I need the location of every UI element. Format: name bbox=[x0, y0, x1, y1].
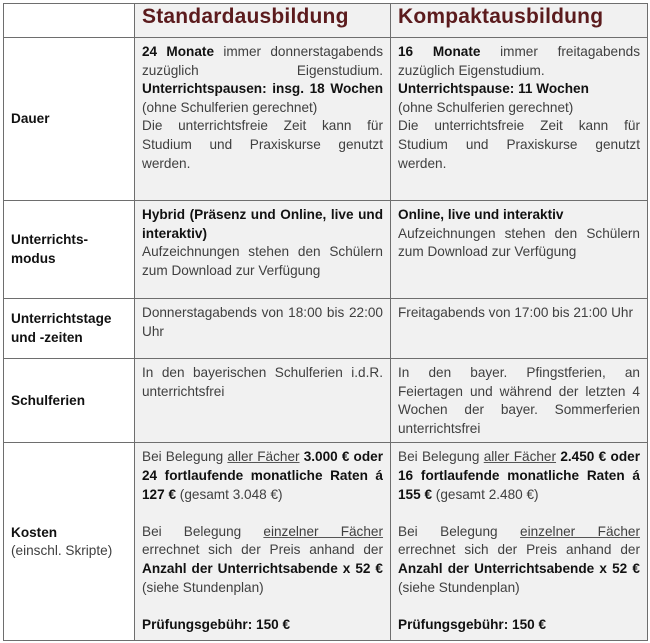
row-label-cell: Unterrichtstage und -zeiten bbox=[3, 298, 135, 359]
bold-text: 24 Monate bbox=[142, 44, 215, 59]
underlined-text: einzelner Fächer bbox=[263, 523, 384, 539]
cell-paragraph: Prüfungsgebühr: 150 € bbox=[398, 616, 640, 635]
underlined-text: aller Fächer bbox=[483, 449, 557, 465]
table-row-schulferien: Schulferien In den bayerischen Schulferie… bbox=[3, 357, 648, 444]
row-label: Schulferien bbox=[11, 392, 86, 408]
header-empty-cell bbox=[3, 3, 135, 38]
cell-paragraph: Bei Belegung aller Fächer 2.450 € oder 1… bbox=[398, 448, 640, 504]
cell-paragraph: Bei Belegung einzelner Fächer errechnet … bbox=[398, 523, 640, 597]
bold-text: Online, live und interaktiv bbox=[398, 207, 564, 222]
underlined-text: aller Fächer bbox=[227, 449, 300, 465]
cell-paragraph: Aufzeichnungen stehen den Schülern zum D… bbox=[142, 243, 383, 280]
standard-cell: Donnerstagabends von 18:00 bis 22:00 Uhr bbox=[134, 298, 391, 359]
cell-paragraph: Aufzeichnungen stehen den Schülern zum D… bbox=[398, 225, 640, 262]
row-label: Kosten bbox=[11, 524, 58, 540]
bold-text: Unterrichtspausen: insg. 18 Wo­chen bbox=[142, 81, 383, 97]
row-label-cell: Dauer bbox=[3, 37, 135, 201]
text: Die unterrichtsfreie Zeit kann für Studi… bbox=[142, 118, 383, 171]
comparison-table: Standardausbildung Kompaktausbildung Dau… bbox=[3, 3, 648, 642]
cell-paragraph: Bei Belegung einzelner Fächer errechnet … bbox=[142, 523, 383, 597]
kompakt-cell: In den bayer. Pfingstferien, an Feiertag… bbox=[390, 357, 648, 444]
text: errechnet sich der Preis anhand der bbox=[398, 542, 640, 558]
cell-paragraph: 24 Monate immer donnerstag­abends zuzügl… bbox=[142, 43, 383, 117]
text: errechnet sich der Preis anhand der bbox=[142, 542, 383, 558]
standard-cell: In den bayerischen Schulferien i.d.R. un… bbox=[134, 357, 391, 444]
row-label: Unterrichtstage und -zeiten bbox=[11, 311, 112, 345]
cell-paragraph: 16 Monate immer freitagabends zuzüglich … bbox=[398, 43, 640, 80]
cell-paragraph: Hybrid (Präsenz und Online, live und int… bbox=[142, 206, 383, 243]
standard-cell: 24 Monate immer donnerstag­abends zuzügl… bbox=[134, 37, 391, 201]
text: Bei Belegung bbox=[142, 523, 264, 539]
text: In den bayerischen Schulferien i.d.R. un… bbox=[142, 365, 383, 399]
bold-text: Prüfungsgebühr: 150 € bbox=[142, 616, 291, 632]
kompakt-cell: Online, live und interaktiv Aufzeichnunge… bbox=[390, 200, 648, 299]
bold-text: 16 Monate bbox=[398, 44, 481, 59]
text: Aufzeichnungen stehen den Schülern zum D… bbox=[142, 244, 383, 278]
standard-cell: Bei Belegung aller Fächer 3.000 € oder 2… bbox=[134, 442, 391, 642]
text: (siehe Stundenplan) bbox=[142, 579, 264, 595]
table-row-unterrichtsmodus: Unterrichts­modus Hybrid (Präsenz und Onl… bbox=[3, 200, 648, 299]
text: (gesamt 2.480 €) bbox=[432, 486, 539, 502]
bold-text: Anzahl der Unterrichtsabende x 52 € bbox=[142, 560, 383, 576]
header-row: Standardausbildung Kompaktausbildung bbox=[3, 3, 648, 38]
text: immer donnerstag­abends zuzüglich Eigens… bbox=[142, 44, 383, 78]
bold-text: Hybrid (Präsenz und Online, live und int… bbox=[142, 207, 383, 241]
cell-paragraph: In den bayer. Pfingstferien, an Feiertag… bbox=[398, 364, 640, 438]
text: Bei Belegung bbox=[398, 523, 521, 539]
text: Freitagabends von 17:00 bis 21:00 Uhr bbox=[398, 305, 634, 320]
row-label-cell: Kosten (einschl. Skripte) bbox=[3, 442, 135, 642]
kompakt-cell: Freitagabends von 17:00 bis 21:00 Uhr bbox=[390, 298, 648, 359]
cell-paragraph: Freitagabends von 17:00 bis 21:00 Uhr bbox=[398, 304, 640, 323]
cell-paragraph: Die unterrichtsfreie Zeit kann für Studi… bbox=[142, 117, 383, 173]
bold-text: Prüfungsgebühr: 150 € bbox=[398, 616, 547, 632]
cell-paragraph: (ohne Schulferien gerechnet) bbox=[398, 99, 640, 118]
text: Bei Belegung bbox=[142, 449, 228, 465]
text: (ohne Schulferien gerech­net) bbox=[142, 99, 318, 115]
row-label: Dauer bbox=[11, 111, 50, 127]
text: immer freitagabends zuzüglich Eigenstudi… bbox=[398, 44, 640, 78]
cell-paragraph: Die unterrichtsfreie Zeit kann für Studi… bbox=[398, 117, 640, 173]
table-row-dauer: Dauer 24 Monate immer donnerstag­abends z… bbox=[3, 37, 648, 201]
cell-paragraph: Bei Belegung aller Fächer 3.000 € oder 2… bbox=[142, 448, 383, 504]
bold-text: Unterrichtspause: 11 Wochen bbox=[398, 81, 589, 97]
text: Donnerstagabends von 18:00 bis 22:00 Uhr bbox=[142, 305, 383, 339]
text: (ohne Schulferien gerechnet) bbox=[398, 99, 574, 115]
cell-paragraph: Prüfungsgebühr: 150 € bbox=[142, 616, 383, 635]
header-standardausbildung: Standardausbildung bbox=[134, 3, 391, 38]
row-label-sub: (einschl. Skripte) bbox=[11, 543, 113, 559]
bold-text: Anzahl der Unterrichtsabende x 52 € bbox=[398, 560, 640, 576]
cell-paragraph: Online, live und interaktiv bbox=[398, 206, 640, 225]
cell-paragraph: Donnerstagabends von 18:00 bis 22:00 Uhr bbox=[142, 304, 383, 341]
text: Die unterrichtsfreie Zeit kann für Studi… bbox=[398, 118, 640, 171]
text: (gesamt 3.048 €) bbox=[176, 486, 283, 502]
table-row-kosten: Kosten (einschl. Skripte) Bei Belegung all… bbox=[3, 442, 648, 642]
standard-cell: Hybrid (Präsenz und Online, live und int… bbox=[134, 200, 391, 299]
bold-text: 3.000 € oder 24 fortlaufende monatliche … bbox=[142, 449, 384, 502]
header-kompaktausbildung: Kompaktausbildung bbox=[390, 3, 648, 38]
cell-paragraph: In den bayerischen Schulferien i.d.R. un… bbox=[142, 364, 383, 401]
cell-paragraph: Unterrichtspause: 11 Wochen bbox=[398, 80, 640, 99]
table-row-unterrichtstage-und-zeiten: Unterrichtstage und -zeiten Donnerstagabe… bbox=[3, 298, 648, 359]
row-label-cell: Schulferien bbox=[3, 357, 135, 444]
text: Aufzeichnungen stehen den Schülern zum D… bbox=[398, 225, 640, 260]
text: (siehe Stundenplan) bbox=[398, 579, 520, 595]
kompakt-cell: Bei Belegung aller Fächer 2.450 € oder 1… bbox=[390, 442, 648, 642]
row-label: Unterrichts­modus bbox=[11, 232, 89, 266]
row-label-cell: Unterrichts­modus bbox=[3, 200, 135, 299]
underlined-text: einzelner Fächer bbox=[520, 523, 640, 539]
text: Bei Belegung bbox=[398, 449, 484, 465]
kompakt-cell: 16 Monate immer freitagabends zuzüglich … bbox=[390, 37, 648, 201]
text: In den bayer. Pfingstferien, an Feiertag… bbox=[398, 365, 640, 436]
bold-text: 2.450 € oder 16 fortlaufende monatliche … bbox=[398, 449, 640, 502]
